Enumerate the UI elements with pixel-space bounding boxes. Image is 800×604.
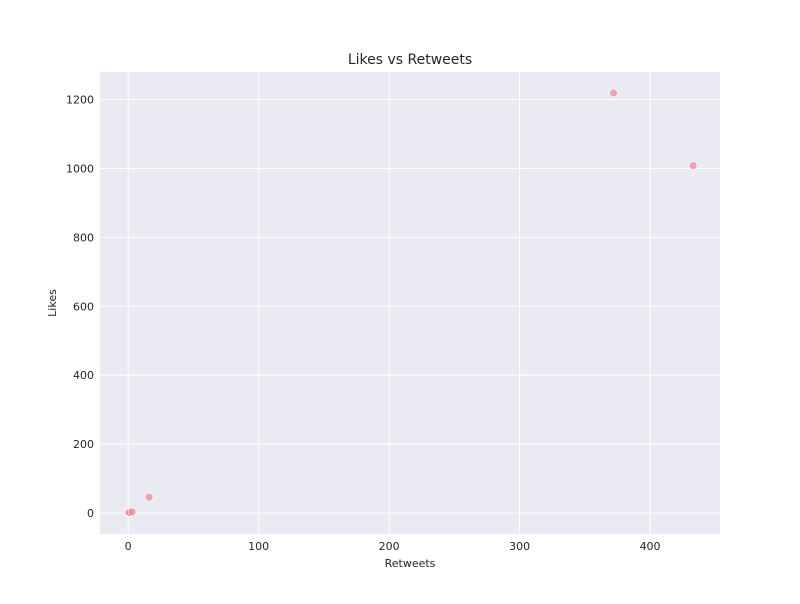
x-axis-label: Retweets <box>385 557 436 570</box>
scatter-point <box>127 507 137 517</box>
scatter-point <box>688 161 698 170</box>
data-points <box>123 88 698 518</box>
x-tick-label: 300 <box>509 540 530 553</box>
y-tick-label: 1000 <box>66 162 94 175</box>
y-tick-label: 600 <box>73 300 94 313</box>
scatter-point <box>609 88 618 98</box>
scatter-point <box>144 492 154 502</box>
x-tick-label: 400 <box>640 540 661 553</box>
grid-lines <box>100 72 720 534</box>
x-tick-label: 0 <box>125 540 132 553</box>
y-tick-label: 1200 <box>66 94 94 107</box>
y-axis-label: Likes <box>46 289 59 317</box>
y-tick-label: 400 <box>73 369 94 382</box>
tick-labels: 0 100 200 300 400 0 200 400 600 800 1000 1200 <box>66 94 661 553</box>
y-tick-label: 800 <box>73 231 94 244</box>
x-tick-label: 100 <box>248 540 269 553</box>
chart-title: Likes vs Retweets <box>348 52 472 68</box>
plot-background <box>100 72 720 534</box>
y-tick-label: 200 <box>73 438 94 451</box>
y-tick-label: 0 <box>87 507 94 520</box>
x-tick-label: 200 <box>379 540 400 553</box>
